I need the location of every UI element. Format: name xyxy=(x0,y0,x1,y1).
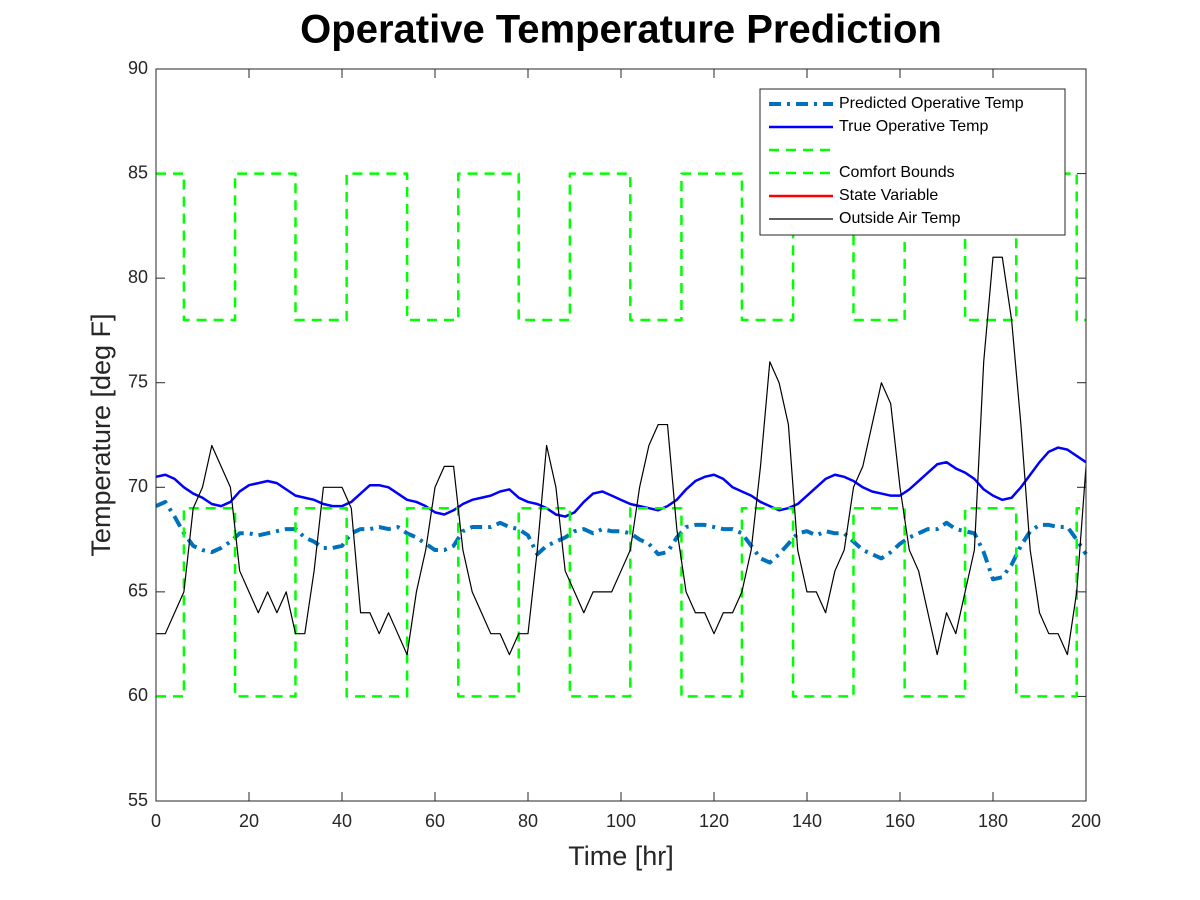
x-tick-label: 80 xyxy=(518,811,538,831)
legend-label: Predicted Operative Temp xyxy=(839,95,1024,112)
chart-title: Operative Temperature Prediction xyxy=(300,8,942,52)
legend-box xyxy=(759,88,1066,236)
data-line xyxy=(156,172,1086,322)
data-line xyxy=(156,506,1086,698)
y-axis-label: Temperature [deg F] xyxy=(86,313,116,556)
legend-label: True Operative Temp xyxy=(839,118,989,135)
x-tick-label: 40 xyxy=(332,811,352,831)
legend: Predicted Operative Temp True Operative T… xyxy=(759,88,1066,236)
y-tick-label: 60 xyxy=(128,685,148,705)
x-axis-label: Time [hr] xyxy=(568,841,674,871)
y-tick-label: 75 xyxy=(128,371,148,391)
data-line xyxy=(155,499,1088,582)
legend-label: State Variable xyxy=(839,187,938,204)
data-line xyxy=(156,256,1087,656)
x-tick-label: 180 xyxy=(978,811,1008,831)
y-tick-label: 80 xyxy=(128,267,148,287)
y-tick-label: 70 xyxy=(128,476,148,496)
x-tick-label: 120 xyxy=(699,811,729,831)
x-tick-label: 60 xyxy=(425,811,445,831)
x-tick-label: 0 xyxy=(151,811,161,831)
data-line xyxy=(155,446,1087,518)
x-tick-label: 20 xyxy=(239,811,259,831)
y-tick-label: 65 xyxy=(128,581,148,601)
plot-frame xyxy=(155,68,1087,802)
y-tick-label: 55 xyxy=(128,790,148,810)
x-tick-label: 160 xyxy=(885,811,915,831)
legend-label: Comfort Bounds xyxy=(839,164,955,181)
y-tick-label: 90 xyxy=(128,58,148,78)
x-tick-label: 100 xyxy=(606,811,636,831)
y-tick-label: 85 xyxy=(128,162,148,182)
legend-label: Outside Air Temp xyxy=(839,210,961,227)
x-tick-label: 200 xyxy=(1071,811,1101,831)
x-tick-label: 140 xyxy=(792,811,822,831)
